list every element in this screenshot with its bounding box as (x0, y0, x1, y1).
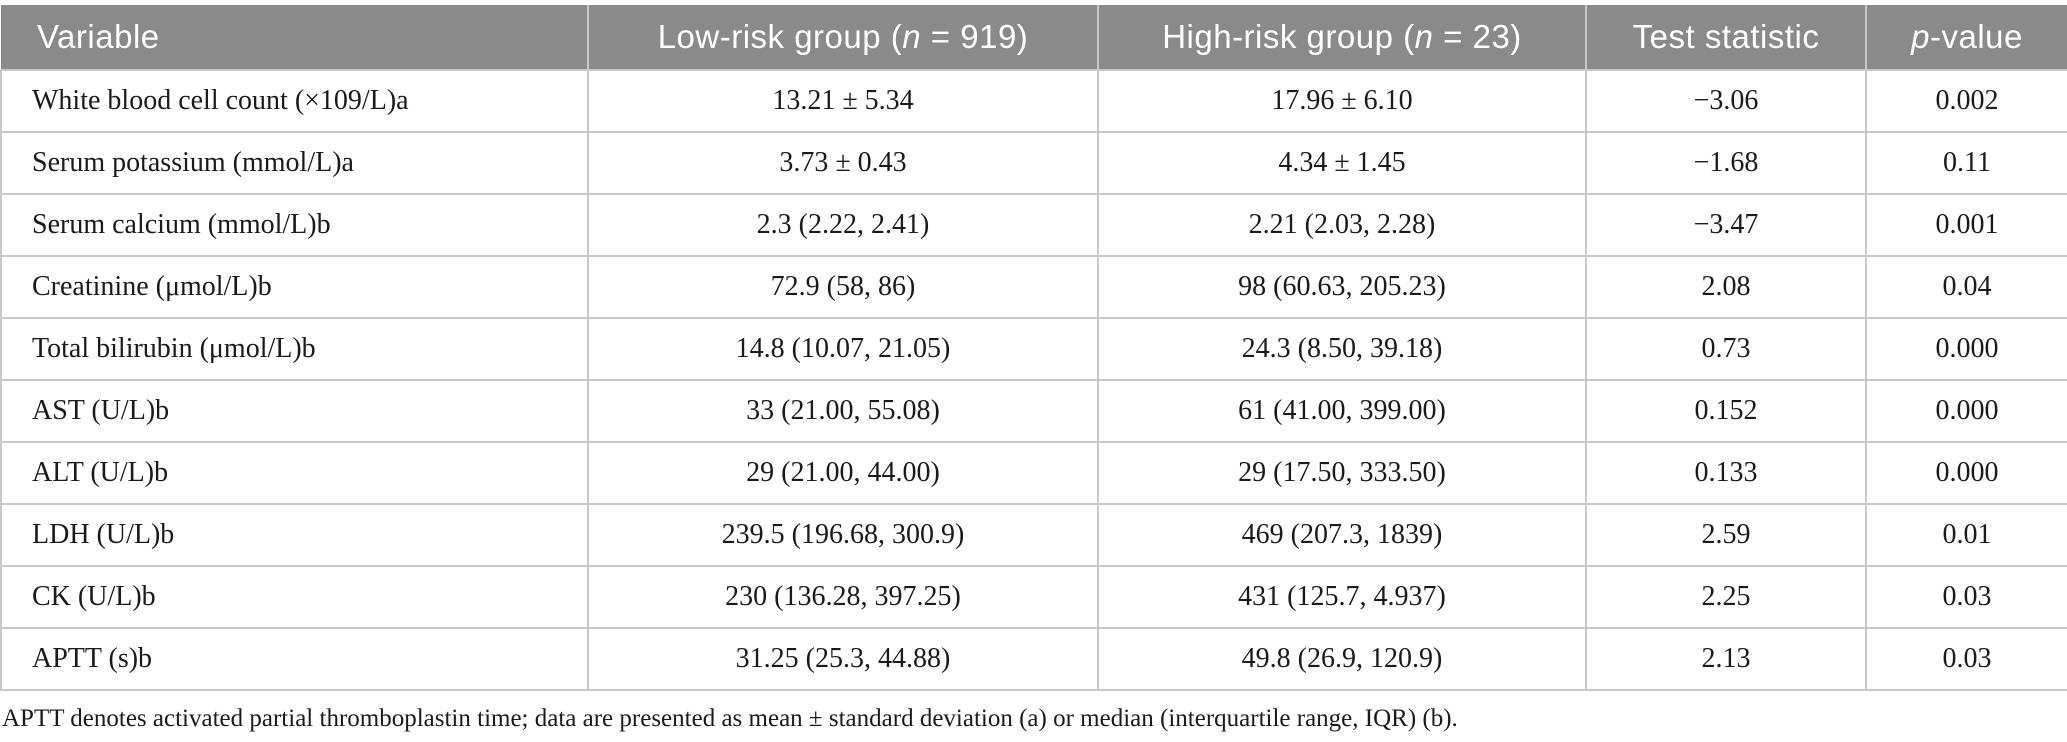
cell-test-statistic: −3.06 (1585, 69, 1867, 133)
header-cell-p-value: p-value (1865, 5, 2067, 71)
header-cell-low-risk-group: Low-risk group (n = 919) (587, 5, 1098, 71)
cell-low-risk-value: 230 (136.28, 397.25) (587, 565, 1099, 629)
header-cell-test-statistic: Test statistic (1585, 5, 1866, 71)
cell-variable: LDH (U/L)b (0, 503, 589, 567)
cell-p-value: 0.03 (1865, 565, 2067, 629)
header-low-risk-n: n (902, 18, 922, 55)
cell-p-value: 0.11 (1865, 131, 2067, 195)
cell-variable: AST (U/L)b (0, 379, 589, 443)
cell-high-risk-value: 469 (207.3, 1839) (1097, 503, 1587, 567)
cell-high-risk-value: 49.8 (26.9, 120.9) (1097, 627, 1587, 691)
header-high-risk-suffix: = 23) (1433, 18, 1522, 55)
table-row: AST (U/L)b 33 (21.00, 55.08) 61 (41.00, … (0, 379, 2067, 443)
header-row: Variable Low-risk group (n = 919) High-r… (1, 5, 2067, 71)
cell-p-value: 0.000 (1865, 441, 2067, 505)
risk-group-comparison-table: Variable Low-risk group (n = 919) High-r… (0, 5, 2067, 691)
cell-test-statistic: 0.133 (1585, 441, 1867, 505)
cell-low-risk-value: 29 (21.00, 44.00) (587, 441, 1099, 505)
cell-test-statistic: −1.68 (1585, 131, 1867, 195)
table-row: Total bilirubin (μmol/L)b 14.8 (10.07, 2… (0, 317, 2067, 381)
cell-low-risk-value: 3.73 ± 0.43 (587, 131, 1099, 195)
table-body: White blood cell count (×109/L)a 13.21 ±… (0, 69, 2067, 691)
cell-p-value: 0.01 (1865, 503, 2067, 567)
header-low-risk-prefix: Low-risk group ( (657, 18, 903, 55)
cell-variable: Serum calcium (mmol/L)b (0, 193, 589, 257)
cell-low-risk-value: 239.5 (196.68, 300.9) (587, 503, 1099, 567)
cell-high-risk-value: 24.3 (8.50, 39.18) (1097, 317, 1587, 381)
cell-variable: White blood cell count (×109/L)a (0, 69, 589, 133)
cell-low-risk-value: 33 (21.00, 55.08) (587, 379, 1099, 443)
cell-high-risk-value: 4.34 ± 1.45 (1097, 131, 1587, 195)
table-row: Creatinine (μmol/L)b 72.9 (58, 86) 98 (6… (0, 255, 2067, 319)
table-row: APTT (s)b 31.25 (25.3, 44.88) 49.8 (26.9… (0, 627, 2067, 691)
header-p-italic: p (1911, 18, 1930, 55)
header-p-value-label: p-value (1911, 18, 2023, 55)
cell-low-risk-value: 14.8 (10.07, 21.05) (587, 317, 1099, 381)
cell-p-value: 0.001 (1865, 193, 2067, 257)
table-row: LDH (U/L)b 239.5 (196.68, 300.9) 469 (20… (0, 503, 2067, 567)
table-row: CK (U/L)b 230 (136.28, 397.25) 431 (125.… (0, 565, 2067, 629)
cell-variable: Total bilirubin (μmol/L)b (0, 317, 589, 381)
header-low-risk-label: Low-risk group (n = 919) (658, 18, 1029, 55)
header-p-suffix: -value (1929, 18, 2023, 55)
cell-high-risk-value: 29 (17.50, 333.50) (1097, 441, 1587, 505)
table-footnote: APTT denotes activated partial thrombopl… (2, 705, 1458, 732)
cell-variable: Creatinine (μmol/L)b (0, 255, 589, 319)
cell-variable: Serum potassium (mmol/L)a (0, 131, 589, 195)
cell-high-risk-value: 17.96 ± 6.10 (1097, 69, 1587, 133)
cell-p-value: 0.03 (1865, 627, 2067, 691)
table-row: Serum calcium (mmol/L)b 2.3 (2.22, 2.41)… (0, 193, 2067, 257)
cell-low-risk-value: 72.9 (58, 86) (587, 255, 1099, 319)
cell-test-statistic: 0.152 (1585, 379, 1867, 443)
table-row: ALT (U/L)b 29 (21.00, 44.00) 29 (17.50, … (0, 441, 2067, 505)
table-header: Variable Low-risk group (n = 919) High-r… (1, 5, 2067, 71)
cell-test-statistic: 2.08 (1585, 255, 1867, 319)
cell-high-risk-value: 431 (125.7, 4.937) (1097, 565, 1587, 629)
header-variable-label: Variable (37, 18, 160, 55)
cell-high-risk-value: 2.21 (2.03, 2.28) (1097, 193, 1587, 257)
cell-test-statistic: 2.59 (1585, 503, 1867, 567)
cell-variable: ALT (U/L)b (0, 441, 589, 505)
cell-high-risk-value: 61 (41.00, 399.00) (1097, 379, 1587, 443)
cell-test-statistic: 2.25 (1585, 565, 1867, 629)
cell-p-value: 0.000 (1865, 379, 2067, 443)
header-low-risk-suffix: = 919) (921, 18, 1029, 55)
cell-low-risk-value: 13.21 ± 5.34 (587, 69, 1099, 133)
header-high-risk-label: High-risk group (n = 23) (1162, 18, 1522, 55)
header-test-statistic-label: Test statistic (1632, 18, 1820, 55)
cell-high-risk-value: 98 (60.63, 205.23) (1097, 255, 1587, 319)
cell-p-value: 0.002 (1865, 69, 2067, 133)
cell-low-risk-value: 2.3 (2.22, 2.41) (587, 193, 1099, 257)
header-cell-variable: Variable (1, 5, 588, 71)
table-row: Serum potassium (mmol/L)a 3.73 ± 0.43 4.… (0, 131, 2067, 195)
cell-variable: CK (U/L)b (0, 565, 589, 629)
cell-low-risk-value: 31.25 (25.3, 44.88) (587, 627, 1099, 691)
header-cell-high-risk-group: High-risk group (n = 23) (1097, 5, 1586, 71)
header-high-risk-prefix: High-risk group ( (1162, 18, 1415, 55)
cell-test-statistic: 0.73 (1585, 317, 1867, 381)
header-high-risk-n: n (1414, 18, 1434, 55)
table-row: White blood cell count (×109/L)a 13.21 ±… (0, 69, 2067, 133)
cell-p-value: 0.04 (1865, 255, 2067, 319)
cell-variable: APTT (s)b (0, 627, 589, 691)
cell-p-value: 0.000 (1865, 317, 2067, 381)
cell-test-statistic: 2.13 (1585, 627, 1867, 691)
cell-test-statistic: −3.47 (1585, 193, 1867, 257)
